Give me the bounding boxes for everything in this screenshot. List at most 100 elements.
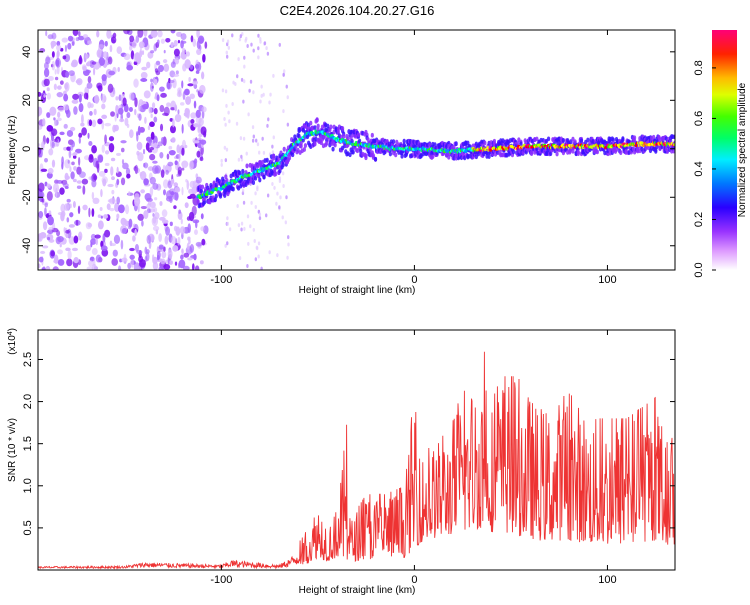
- noise-speckle: [143, 178, 149, 186]
- trace-mark: [303, 143, 308, 148]
- noise-speckle: [48, 148, 54, 156]
- noise-speckle: [195, 109, 201, 119]
- noise-speckle: [38, 210, 44, 218]
- noise-speckle: [91, 61, 97, 65]
- noise-speckle: [94, 234, 101, 239]
- noise-speckle: [196, 30, 200, 39]
- noise-speckle: [178, 259, 186, 269]
- noise-speckle: [252, 134, 256, 139]
- noise-speckle: [73, 257, 79, 264]
- noise-speckle: [90, 233, 96, 241]
- noise-speckle: [163, 263, 171, 270]
- noise-speckle: [126, 111, 131, 119]
- colorbar-label: Normalized spectral amplitude: [737, 82, 748, 217]
- noise-speckle: [226, 39, 230, 44]
- noise-speckle: [201, 106, 207, 113]
- noise-speckle: [163, 63, 170, 72]
- noise-speckle: [126, 173, 131, 179]
- trace-mark: [348, 152, 352, 158]
- noise-speckle: [282, 109, 285, 114]
- bottom-x-tick-label: 0: [411, 574, 417, 586]
- trace-mark: [511, 149, 516, 155]
- noise-speckle: [106, 30, 112, 39]
- noise-speckle: [141, 128, 145, 133]
- noise-speckle: [101, 176, 108, 184]
- noise-speckle: [62, 104, 70, 111]
- noise-speckle: [182, 91, 186, 100]
- noise-speckle: [200, 226, 205, 232]
- noise-speckle: [192, 219, 200, 224]
- noise-speckle: [128, 218, 133, 228]
- snr-series-line: [38, 351, 675, 570]
- trace-mark: [309, 120, 313, 126]
- noise-speckle: [177, 87, 182, 94]
- noise-speckle: [65, 247, 71, 251]
- noise-speckle: [240, 77, 244, 82]
- noise-speckle: [192, 80, 198, 85]
- trace-mark: [402, 138, 406, 144]
- trace-mark: [483, 140, 487, 146]
- noise-speckle: [75, 148, 82, 154]
- trace-mark: [431, 154, 435, 159]
- noise-speckle: [98, 44, 105, 49]
- noise-speckle: [184, 202, 189, 209]
- noise-speckle: [281, 215, 284, 220]
- trace-mark: [573, 139, 577, 145]
- noise-speckle: [254, 257, 258, 262]
- noise-speckle: [187, 195, 193, 200]
- noise-speckle: [129, 45, 133, 51]
- trace-mark: [394, 152, 398, 158]
- noise-speckle: [68, 236, 76, 245]
- noise-speckle: [85, 53, 89, 60]
- noise-speckle: [171, 137, 176, 143]
- noise-speckle: [86, 266, 94, 270]
- noise-speckle: [80, 122, 85, 127]
- noise-speckle: [72, 178, 77, 183]
- noise-speckle: [134, 228, 137, 237]
- colorbar: [712, 30, 737, 270]
- noise-speckle: [176, 31, 183, 37]
- noise-speckle: [226, 241, 229, 246]
- noise-speckle: [109, 207, 115, 212]
- noise-speckle: [110, 111, 116, 117]
- noise-speckle: [180, 40, 184, 49]
- noise-speckle: [241, 188, 245, 193]
- noise-speckle: [161, 251, 167, 259]
- trace-mark: [359, 148, 363, 154]
- noise-speckle: [93, 174, 98, 181]
- noise-speckle: [61, 37, 69, 43]
- noise-speckle: [188, 188, 193, 194]
- noise-speckle: [53, 117, 56, 121]
- colorbar-ticks: 0.0 0.2 0.4 0.6 0.8: [693, 60, 716, 278]
- noise-speckle: [85, 222, 92, 230]
- trace-mark: [487, 154, 491, 159]
- noise-speckle: [238, 256, 242, 261]
- trace-mark: [579, 138, 584, 144]
- noise-speckle: [185, 96, 192, 105]
- noise-speckle: [140, 205, 148, 210]
- noise-speckle: [150, 113, 153, 119]
- noise-speckle: [150, 131, 155, 140]
- noise-speckle: [134, 164, 139, 175]
- noise-speckle: [262, 92, 265, 97]
- noise-speckle: [166, 102, 171, 107]
- trace-mark: [373, 156, 378, 162]
- noise-speckle: [278, 205, 281, 210]
- noise-speckle: [65, 233, 69, 239]
- noise-speckle: [111, 258, 118, 266]
- noise-speckle: [52, 183, 60, 193]
- noise-speckle: [181, 80, 184, 89]
- noise-speckle: [194, 64, 200, 69]
- noise-speckle: [267, 117, 270, 122]
- noise-speckle: [287, 242, 290, 247]
- noise-speckle: [127, 262, 132, 270]
- noise-speckle: [225, 50, 228, 55]
- noise-speckle: [52, 266, 59, 270]
- noise-speckle: [70, 126, 76, 132]
- noise-speckle: [238, 37, 242, 42]
- noise-speckle: [57, 85, 62, 90]
- trace-mark: [256, 163, 260, 169]
- noise-speckle: [82, 34, 88, 39]
- noise-speckle: [67, 42, 72, 50]
- trace-mark: [366, 137, 370, 143]
